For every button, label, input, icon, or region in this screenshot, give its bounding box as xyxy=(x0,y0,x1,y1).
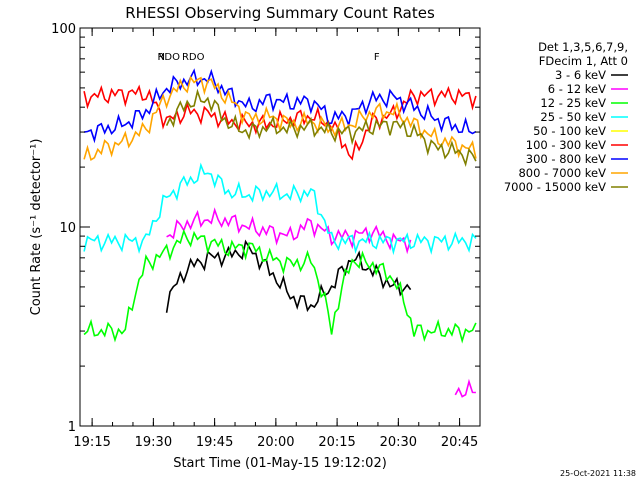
annotation-label: N xyxy=(157,52,164,63)
annotation-label: RDO xyxy=(157,52,180,63)
legend-item-label: 12 - 25 keV xyxy=(540,96,606,110)
x-axis: 19:15 19:30 19:45 20:00 20:15 20:30 20:45 xyxy=(73,28,478,450)
legend: Det 1,3,5,6,7,9, FDecim 1, Att 0 3 - 6 k… xyxy=(504,40,628,194)
legend-item-label: 3 - 6 keV xyxy=(555,68,606,82)
y-tick-label: 100 xyxy=(51,22,76,37)
series-line-3 xyxy=(83,228,477,344)
y-axis-label: Count Rate (s⁻¹ detector⁻¹) xyxy=(29,139,44,316)
x-tick-label: 19:45 xyxy=(196,435,233,450)
series-line-7 xyxy=(83,68,477,144)
legend-header-line-1: Det 1,3,5,6,7,9, xyxy=(538,40,628,54)
series-line-6 xyxy=(83,84,477,161)
x-tick-label: 20:30 xyxy=(380,435,417,450)
legend-header-line-2: FDecim 1, Att 0 xyxy=(539,54,628,68)
series-line-2 xyxy=(166,207,476,398)
y-tick-label: 10 xyxy=(59,221,76,236)
series-line-8 xyxy=(83,75,477,162)
series-line-1 xyxy=(165,239,412,313)
x-tick-label: 20:15 xyxy=(318,435,355,450)
legend-item-label: 6 - 12 keV xyxy=(548,82,606,96)
series-line-4 xyxy=(83,162,477,256)
series-line-9 xyxy=(165,88,477,168)
x-axis-label: Start Time (01-May-15 19:12:02) xyxy=(173,456,387,471)
x-tick-label: 19:30 xyxy=(135,435,172,450)
y-axis: 1 10 100 xyxy=(51,22,480,435)
legend-item-label: 100 - 300 keV xyxy=(526,138,606,152)
annotation-label: RDO xyxy=(182,52,205,63)
legend-item-label: 7000 - 15000 keV xyxy=(504,180,606,194)
legend-item-label: 300 - 800 keV xyxy=(526,152,606,166)
x-tick-label: 20:45 xyxy=(441,435,478,450)
legend-item-label: 25 - 50 keV xyxy=(540,110,606,124)
y-tick-label: 1 xyxy=(68,420,76,435)
annotation-label: F xyxy=(374,52,380,63)
chart-title: RHESSI Observing Summary Count Rates xyxy=(125,4,435,22)
footer-date: 25-Oct-2021 11:38 xyxy=(560,469,636,478)
legend-item-label: 800 - 7000 keV xyxy=(518,166,606,180)
x-tick-label: 19:15 xyxy=(73,435,110,450)
legend-item-label: 50 - 100 keV xyxy=(533,124,606,138)
x-tick-label: 20:00 xyxy=(257,435,294,450)
